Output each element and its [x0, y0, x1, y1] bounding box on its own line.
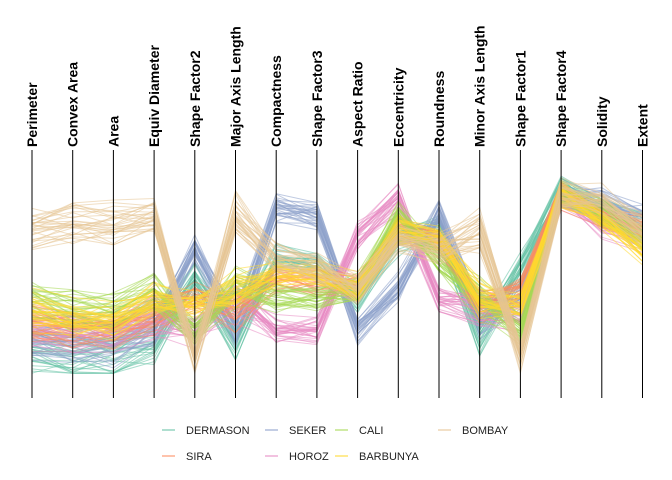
- axis-label: Area: [105, 116, 121, 147]
- axis-label: Convex Area: [65, 62, 81, 147]
- legend-item-seker: SEKER: [265, 425, 326, 437]
- axis-label: Equiv Diameter: [146, 45, 162, 147]
- axis-label: Eccentricity: [390, 67, 406, 147]
- line-bombay: [31, 182, 643, 359]
- legend-item-bombay: BOMBAY: [438, 425, 509, 437]
- axis-label: Perimeter: [24, 82, 40, 147]
- legend-label: CALI: [359, 425, 383, 437]
- legend-label: HOROZ: [289, 451, 329, 463]
- series-lines: [31, 175, 643, 376]
- legend-label: BOMBAY: [462, 425, 509, 437]
- axis-label: Shape Factor1: [512, 50, 528, 147]
- axis-label: Roundness: [431, 71, 447, 147]
- legend-label: SIRA: [186, 451, 212, 463]
- legend-item-horoz: HOROZ: [265, 451, 329, 463]
- legend-item-dermason: DERMASON: [162, 425, 250, 437]
- legend-item-cali: CALI: [335, 425, 383, 437]
- axis-label: Compactness: [268, 55, 284, 147]
- legend-label: SEKER: [289, 425, 326, 437]
- legend-item-barbunya: BARBUNYA: [335, 451, 419, 463]
- axis-label: Shape Factor2: [187, 50, 203, 147]
- line-bombay: [31, 193, 643, 373]
- line-bombay: [31, 199, 643, 367]
- axis-label: Extent: [635, 104, 651, 147]
- axis-label: Aspect Ratio: [350, 61, 366, 147]
- legend: DERMASON SEKER CALI BOMBAY SIRA HOROZ BARBUNYA: [162, 425, 509, 463]
- axis-label: Minor Axis Length: [472, 25, 488, 147]
- series-bombay: [31, 177, 643, 376]
- line-bombay: [31, 185, 643, 359]
- axes: Perimeter Convex Area Area Equiv Diameter Sh…: [24, 25, 651, 398]
- axis-label: Major Axis Length: [228, 26, 244, 147]
- legend-item-sira: SIRA: [162, 451, 212, 463]
- legend-label: DERMASON: [186, 425, 250, 437]
- axis-label: Shape Factor3: [309, 50, 325, 147]
- line-bombay: [31, 205, 643, 373]
- axis-label: Solidity: [594, 96, 610, 147]
- line-bombay: [31, 204, 643, 359]
- line-bombay: [31, 177, 643, 352]
- legend-label: BARBUNYA: [359, 451, 419, 463]
- axis-label: Shape Factor4: [553, 50, 569, 147]
